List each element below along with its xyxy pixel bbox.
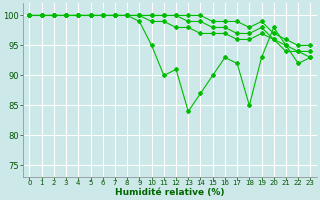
X-axis label: Humidité relative (%): Humidité relative (%) (115, 188, 225, 197)
